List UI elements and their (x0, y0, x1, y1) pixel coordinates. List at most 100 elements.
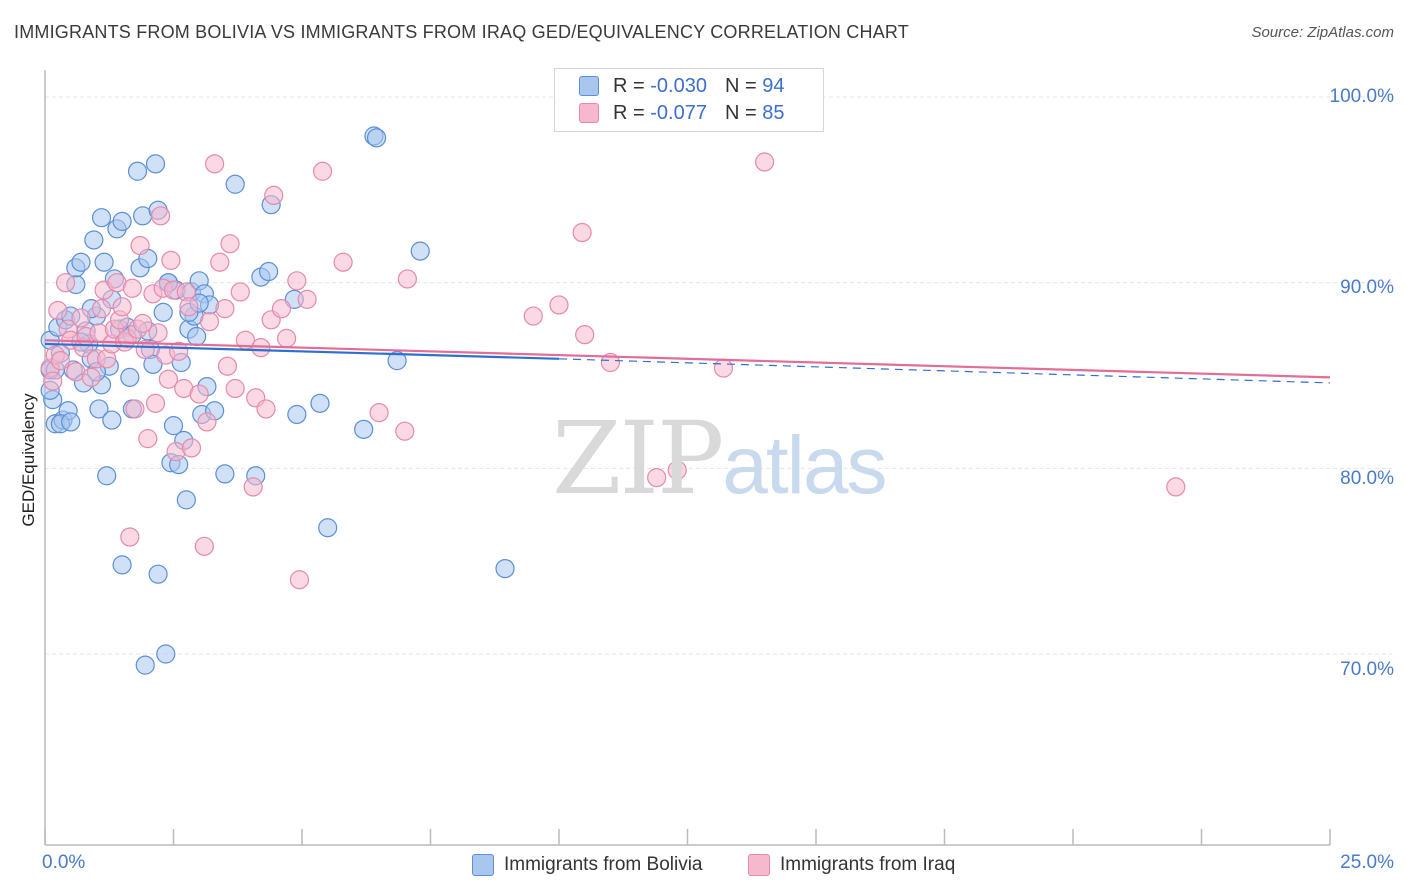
iraq-trend-line (44, 339, 1331, 379)
bolivia-point (89, 399, 109, 419)
chart-title: IMMIGRANTS FROM BOLIVIA VS IMMIGRANTS FR… (14, 22, 909, 42)
bottom-bolivia-label: Immigrants from Bolivia (504, 854, 703, 875)
iraq-point (600, 352, 621, 373)
y-axis-label: GED/Equivalency (19, 393, 38, 527)
iraq-point (151, 206, 171, 226)
bolivia-point (366, 128, 387, 148)
iraq-point (43, 371, 63, 391)
bolivia-point (163, 416, 184, 436)
bolivia-point (410, 241, 430, 261)
bolivia-point (318, 518, 338, 538)
iraq-n-label: N = (724, 101, 757, 124)
iraq-point (523, 306, 543, 326)
bolivia-point (187, 326, 207, 347)
iraq-point (225, 378, 245, 399)
y-tick-label-80: 80.0% (1340, 468, 1394, 489)
iraq-point (264, 185, 284, 206)
watermark-atlas: atlas (722, 420, 887, 511)
iraq-point (50, 351, 71, 371)
bolivia-n-value: 94 (762, 74, 785, 97)
y-tick-label-100: 100.0% (1329, 86, 1394, 107)
bolivia-r-value: -0.030 (650, 74, 707, 97)
iraq-swatch (579, 103, 599, 123)
iraq-point (158, 369, 178, 389)
iraq-point (71, 308, 91, 328)
iraq-point (220, 234, 240, 254)
bolivia-point (156, 644, 176, 664)
iraq-point (205, 154, 225, 174)
bottom-iraq-label: Immigrants from Iraq (780, 854, 956, 875)
iraq-point (243, 477, 263, 497)
bolivia-point (287, 404, 307, 425)
bolivia-point (387, 351, 407, 371)
legend-row-iraq: R = -0.077 N = 85 (579, 100, 784, 126)
bottom-legend-bolivia: Immigrants from Bolivia (472, 852, 703, 878)
iraq-point (276, 328, 297, 348)
iraq-point (122, 278, 142, 298)
bolivia-point (354, 419, 374, 439)
bolivia-point (71, 252, 91, 272)
iraq-point (287, 271, 307, 291)
iraq-point (369, 403, 389, 423)
iraq-point (81, 367, 101, 387)
iraq-point (230, 282, 250, 302)
iraq-point (91, 299, 112, 319)
bolivia-point (84, 230, 104, 250)
iraq-point (754, 152, 775, 172)
bolivia-point (215, 464, 235, 484)
bolivia-point (148, 564, 168, 584)
bolivia-point (153, 302, 173, 322)
iraq-point (333, 252, 353, 272)
iraq-point (1166, 477, 1186, 497)
iraq-point (217, 356, 238, 376)
x-tick-label-min: 0.0% (42, 852, 86, 873)
bottom-bolivia-swatch (472, 854, 494, 876)
bolivia-point (112, 211, 132, 231)
iraq-point (161, 250, 181, 270)
iraq-point (194, 536, 214, 556)
iraq-point (713, 358, 734, 378)
bolivia-point (127, 161, 148, 181)
iraq-point (549, 295, 569, 315)
iraq-point (575, 325, 595, 345)
bolivia-point (94, 252, 114, 272)
bolivia-point (143, 354, 163, 374)
bolivia-trend-line (44, 342, 560, 360)
iraq-point (145, 393, 166, 413)
bolivia-swatch (579, 76, 599, 96)
iraq-point (125, 399, 145, 419)
iraq-point (256, 399, 276, 419)
iraq-point (148, 323, 168, 343)
bolivia-point (120, 367, 140, 387)
iraq-point (312, 161, 333, 181)
iraq-point (199, 312, 220, 332)
iraq-point (397, 269, 417, 289)
stats-legend: R = -0.030 N = 94 R = -0.077 N = 85 (554, 68, 824, 132)
iraq-point (395, 421, 415, 441)
iraq-point (130, 235, 150, 256)
bolivia-trend-extension (558, 358, 1331, 384)
bolivia-n-label: N = (724, 74, 757, 97)
legend-row-bolivia: R = -0.030 N = 94 (579, 73, 784, 99)
bolivia-point (135, 655, 155, 675)
bolivia-point (495, 558, 515, 579)
iraq-point (289, 570, 310, 590)
bottom-legend-iraq: Immigrants from Iraq (748, 852, 955, 878)
iraq-point (572, 222, 592, 243)
iraq-point (197, 412, 217, 432)
y-tick-label-70: 70.0% (1340, 659, 1394, 680)
iraq-point (120, 527, 140, 547)
bolivia-point (225, 174, 245, 194)
bolivia-point (176, 490, 196, 510)
iraq-n-value: 85 (762, 101, 785, 124)
iraq-point (112, 297, 132, 317)
watermark-zip: ZIP (552, 400, 724, 517)
iraq-point (55, 273, 76, 293)
iraq-point (138, 429, 158, 449)
bolivia-point (91, 208, 112, 228)
x-tick-label-max: 25.0% (1340, 852, 1394, 873)
iraq-point (647, 468, 667, 488)
iraq-point (133, 313, 153, 334)
iraq-point (181, 438, 202, 458)
